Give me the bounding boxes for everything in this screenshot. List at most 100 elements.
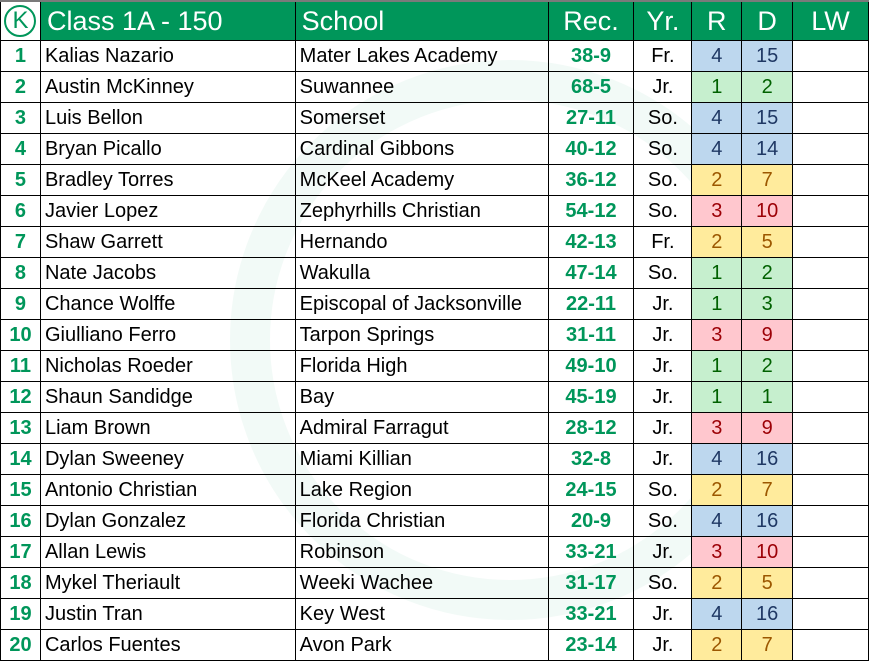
wrestler-name: Shaun Sandidge xyxy=(39,381,296,413)
record-cell: 22-11 xyxy=(547,288,635,320)
year-cell: Jr. xyxy=(633,629,693,661)
class-title: Class 1A - 150 xyxy=(39,0,296,41)
r-cell: 1 xyxy=(691,381,743,413)
rank-cell: 15 xyxy=(0,474,41,506)
table-row: 5 Bradley Torres McKeel Academy 36-12 So. 2 7 xyxy=(0,164,869,196)
r-cell: 1 xyxy=(691,71,743,103)
lw-cell xyxy=(792,164,869,196)
r-header: R xyxy=(691,0,743,41)
year-cell: So. xyxy=(633,102,693,134)
year-cell: Jr. xyxy=(633,598,693,630)
table-row: 17 Allan Lewis Robinson 33-21 Jr. 3 10 xyxy=(0,536,869,568)
lw-cell xyxy=(792,257,869,289)
wrestler-name: Nicholas Roeder xyxy=(39,350,296,382)
table-row: 19 Justin Tran Key West 33-21 Jr. 4 16 xyxy=(0,598,869,630)
rank-cell: 11 xyxy=(0,350,41,382)
r-cell: 2 xyxy=(691,567,743,599)
school-name: Lake Region xyxy=(294,474,549,506)
table-row: 11 Nicholas Roeder Florida High 49-10 Jr. 1 2 xyxy=(0,350,869,382)
r-cell: 2 xyxy=(691,629,743,661)
year-cell: So. xyxy=(633,133,693,165)
lw-cell xyxy=(792,71,869,103)
wrestler-name: Liam Brown xyxy=(39,412,296,444)
wrestler-name: Bradley Torres xyxy=(39,164,296,196)
school-name: Weeki Wachee xyxy=(294,567,549,599)
lw-cell xyxy=(792,412,869,444)
record-cell: 40-12 xyxy=(547,133,635,165)
table-row: 1 Kalias Nazario Mater Lakes Academy 38-9 Fr… xyxy=(0,40,869,72)
lw-cell xyxy=(792,598,869,630)
record-cell: 47-14 xyxy=(547,257,635,289)
wrestler-name: Luis Bellon xyxy=(39,102,296,134)
wrestler-name: Kalias Nazario xyxy=(39,40,296,72)
wrestler-name: Mykel Theriault xyxy=(39,567,296,599)
rank-cell: 18 xyxy=(0,567,41,599)
d-cell: 3 xyxy=(741,288,794,320)
year-cell: Jr. xyxy=(633,288,693,320)
logo-cell: K xyxy=(0,0,41,41)
year-cell: Jr. xyxy=(633,443,693,475)
d-cell: 16 xyxy=(741,443,794,475)
rank-cell: 20 xyxy=(0,629,41,661)
wrestler-name: Shaw Garrett xyxy=(39,226,296,258)
k-logo-icon: K xyxy=(4,5,37,37)
rank-cell: 2 xyxy=(0,71,41,103)
lw-cell xyxy=(792,226,869,258)
record-cell: 33-21 xyxy=(547,598,635,630)
school-name: Hernando xyxy=(294,226,549,258)
school-name: Episcopal of Jacksonville xyxy=(294,288,549,320)
record-cell: 31-11 xyxy=(547,319,635,351)
wrestler-name: Antonio Christian xyxy=(39,474,296,506)
r-cell: 3 xyxy=(691,412,743,444)
school-name: Tarpon Springs xyxy=(294,319,549,351)
lw-cell xyxy=(792,505,869,537)
school-header: School xyxy=(294,0,549,41)
table-row: 7 Shaw Garrett Hernando 42-13 Fr. 2 5 xyxy=(0,226,869,258)
wrestler-name: Javier Lopez xyxy=(39,195,296,227)
year-cell: Jr. xyxy=(633,536,693,568)
lw-cell xyxy=(792,319,869,351)
record-cell: 68-5 xyxy=(547,71,635,103)
table-row: 13 Liam Brown Admiral Farragut 28-12 Jr. 3 9 xyxy=(0,412,869,444)
year-cell: So. xyxy=(633,474,693,506)
record-cell: 54-12 xyxy=(547,195,635,227)
school-name: Cardinal Gibbons xyxy=(294,133,549,165)
rank-cell: 6 xyxy=(0,195,41,227)
d-cell: 9 xyxy=(741,412,794,444)
school-name: Admiral Farragut xyxy=(294,412,549,444)
r-cell: 4 xyxy=(691,443,743,475)
year-cell: Jr. xyxy=(633,71,693,103)
record-cell: 36-12 xyxy=(547,164,635,196)
school-name: Robinson xyxy=(294,536,549,568)
d-cell: 15 xyxy=(741,40,794,72)
rank-cell: 7 xyxy=(0,226,41,258)
year-cell: Jr. xyxy=(633,319,693,351)
lw-cell xyxy=(792,288,869,320)
wrestler-name: Dylan Gonzalez xyxy=(39,505,296,537)
lw-cell xyxy=(792,443,869,475)
record-header: Rec. xyxy=(547,0,635,41)
d-cell: 1 xyxy=(741,381,794,413)
r-cell: 1 xyxy=(691,257,743,289)
r-cell: 4 xyxy=(691,40,743,72)
rank-cell: 16 xyxy=(0,505,41,537)
school-name: Avon Park xyxy=(294,629,549,661)
table-row: 20 Carlos Fuentes Avon Park 23-14 Jr. 2 7 xyxy=(0,629,869,661)
lw-cell xyxy=(792,474,869,506)
lw-cell xyxy=(792,629,869,661)
lw-header: LW xyxy=(792,0,869,41)
wrestler-name: Chance Wolffe xyxy=(39,288,296,320)
r-cell: 2 xyxy=(691,164,743,196)
lw-cell xyxy=(792,133,869,165)
school-name: Suwannee xyxy=(294,71,549,103)
record-cell: 27-11 xyxy=(547,102,635,134)
r-cell: 3 xyxy=(691,195,743,227)
school-name: Zephyrhills Christian xyxy=(294,195,549,227)
record-cell: 38-9 xyxy=(547,40,635,72)
table-row: 8 Nate Jacobs Wakulla 47-14 So. 1 2 xyxy=(0,257,869,289)
year-cell: So. xyxy=(633,164,693,196)
rank-cell: 10 xyxy=(0,319,41,351)
lw-cell xyxy=(792,102,869,134)
lw-cell xyxy=(792,40,869,72)
school-name: Florida High xyxy=(294,350,549,382)
